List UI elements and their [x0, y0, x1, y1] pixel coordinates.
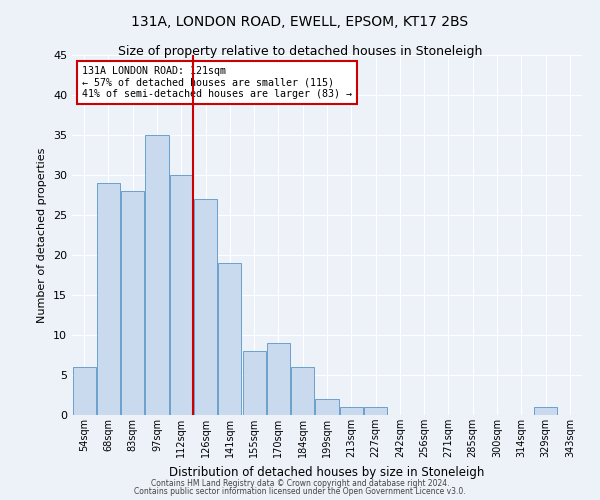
Bar — [242, 351, 266, 415]
Bar — [97, 183, 120, 415]
Bar — [73, 367, 95, 415]
Bar — [267, 343, 290, 415]
Text: 131A, LONDON ROAD, EWELL, EPSOM, KT17 2BS: 131A, LONDON ROAD, EWELL, EPSOM, KT17 2B… — [131, 15, 469, 29]
Y-axis label: Number of detached properties: Number of detached properties — [37, 148, 47, 322]
Bar — [316, 399, 338, 415]
Bar — [364, 407, 387, 415]
Text: Size of property relative to detached houses in Stoneleigh: Size of property relative to detached ho… — [118, 45, 482, 58]
Bar — [291, 367, 314, 415]
Bar — [534, 407, 557, 415]
Bar — [170, 175, 193, 415]
Bar — [194, 199, 217, 415]
Text: 131A LONDON ROAD: 121sqm
← 57% of detached houses are smaller (115)
41% of semi-: 131A LONDON ROAD: 121sqm ← 57% of detach… — [82, 66, 352, 99]
Bar — [218, 263, 241, 415]
X-axis label: Distribution of detached houses by size in Stoneleigh: Distribution of detached houses by size … — [169, 466, 485, 478]
Bar — [145, 135, 169, 415]
Bar — [340, 407, 363, 415]
Text: Contains public sector information licensed under the Open Government Licence v3: Contains public sector information licen… — [134, 487, 466, 496]
Text: Contains HM Land Registry data © Crown copyright and database right 2024.: Contains HM Land Registry data © Crown c… — [151, 478, 449, 488]
Bar — [121, 191, 144, 415]
